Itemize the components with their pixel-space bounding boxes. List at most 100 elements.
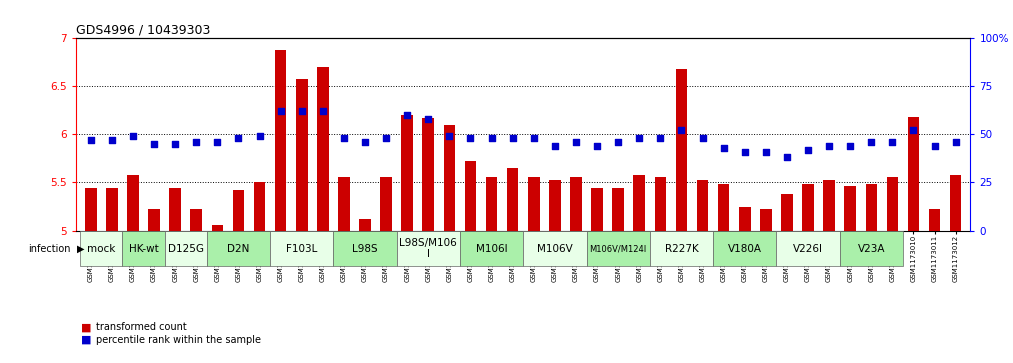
- FancyBboxPatch shape: [840, 231, 903, 266]
- FancyBboxPatch shape: [460, 231, 523, 266]
- Text: D2N: D2N: [227, 244, 249, 254]
- Bar: [781, 194, 793, 231]
- Text: transformed count: transformed count: [96, 322, 187, 332]
- FancyBboxPatch shape: [776, 231, 840, 266]
- Bar: [317, 67, 328, 231]
- Point: [695, 135, 711, 141]
- Bar: [233, 190, 244, 231]
- FancyBboxPatch shape: [397, 231, 460, 266]
- Point: [378, 135, 394, 141]
- FancyBboxPatch shape: [80, 231, 123, 266]
- Bar: [465, 161, 476, 231]
- Text: D125G: D125G: [168, 244, 204, 254]
- FancyBboxPatch shape: [713, 231, 776, 266]
- Bar: [506, 168, 519, 231]
- Bar: [296, 78, 308, 231]
- Text: M106V/M124I: M106V/M124I: [590, 244, 646, 253]
- Point: [125, 133, 141, 139]
- Point: [103, 137, 120, 143]
- FancyBboxPatch shape: [207, 231, 270, 266]
- Bar: [738, 207, 751, 231]
- Text: GDS4996 / 10439303: GDS4996 / 10439303: [76, 24, 211, 37]
- FancyBboxPatch shape: [270, 231, 333, 266]
- Point: [631, 135, 647, 141]
- Bar: [697, 180, 708, 231]
- Bar: [845, 186, 856, 231]
- Point: [420, 116, 437, 122]
- Bar: [802, 184, 813, 231]
- Point: [483, 135, 499, 141]
- Text: percentile rank within the sample: percentile rank within the sample: [96, 335, 261, 345]
- Text: ▶: ▶: [77, 244, 84, 254]
- Point: [779, 155, 795, 160]
- Point: [83, 137, 99, 143]
- Point: [821, 143, 837, 149]
- Point: [315, 108, 331, 114]
- Bar: [106, 188, 118, 231]
- Bar: [275, 50, 287, 231]
- Text: V23A: V23A: [858, 244, 885, 254]
- Bar: [212, 225, 223, 231]
- Text: HK-wt: HK-wt: [129, 244, 158, 254]
- Bar: [190, 209, 202, 231]
- Point: [715, 145, 731, 151]
- Point: [504, 135, 521, 141]
- Text: M106I: M106I: [476, 244, 508, 254]
- Text: mock: mock: [87, 244, 115, 254]
- Point: [842, 143, 858, 149]
- Text: ■: ■: [81, 335, 91, 345]
- Point: [927, 143, 943, 149]
- Bar: [486, 177, 497, 231]
- Text: L98S/M106
I: L98S/M106 I: [399, 238, 457, 260]
- Point: [251, 133, 267, 139]
- Point: [167, 141, 183, 147]
- Bar: [929, 209, 940, 231]
- Bar: [253, 182, 265, 231]
- Bar: [380, 177, 392, 231]
- Bar: [570, 177, 581, 231]
- Text: V226I: V226I: [793, 244, 823, 254]
- Text: R227K: R227K: [665, 244, 698, 254]
- Bar: [865, 184, 877, 231]
- Bar: [676, 69, 687, 231]
- Point: [230, 135, 246, 141]
- Point: [947, 139, 963, 145]
- Bar: [592, 188, 603, 231]
- Text: infection: infection: [28, 244, 71, 254]
- Point: [272, 108, 289, 114]
- FancyBboxPatch shape: [123, 231, 164, 266]
- Text: ■: ■: [81, 322, 91, 332]
- FancyBboxPatch shape: [164, 231, 207, 266]
- Point: [188, 139, 205, 145]
- Bar: [422, 118, 435, 231]
- Point: [610, 139, 626, 145]
- Point: [863, 139, 879, 145]
- Point: [442, 133, 458, 139]
- Bar: [128, 175, 139, 231]
- FancyBboxPatch shape: [587, 231, 649, 266]
- Bar: [444, 125, 455, 231]
- Point: [568, 139, 585, 145]
- Bar: [824, 180, 835, 231]
- Point: [399, 112, 415, 118]
- Bar: [633, 175, 645, 231]
- Point: [884, 139, 901, 145]
- Bar: [360, 219, 371, 231]
- Bar: [718, 184, 729, 231]
- Text: M106V: M106V: [537, 244, 572, 254]
- Bar: [169, 188, 181, 231]
- Bar: [950, 175, 961, 231]
- Point: [736, 149, 753, 155]
- Bar: [886, 177, 899, 231]
- Point: [800, 147, 816, 152]
- Point: [674, 127, 690, 133]
- Bar: [760, 209, 772, 231]
- Point: [462, 135, 478, 141]
- Point: [146, 141, 162, 147]
- Point: [652, 135, 669, 141]
- Point: [294, 108, 310, 114]
- Point: [758, 149, 774, 155]
- Point: [210, 139, 226, 145]
- Point: [589, 143, 605, 149]
- Text: V180A: V180A: [727, 244, 762, 254]
